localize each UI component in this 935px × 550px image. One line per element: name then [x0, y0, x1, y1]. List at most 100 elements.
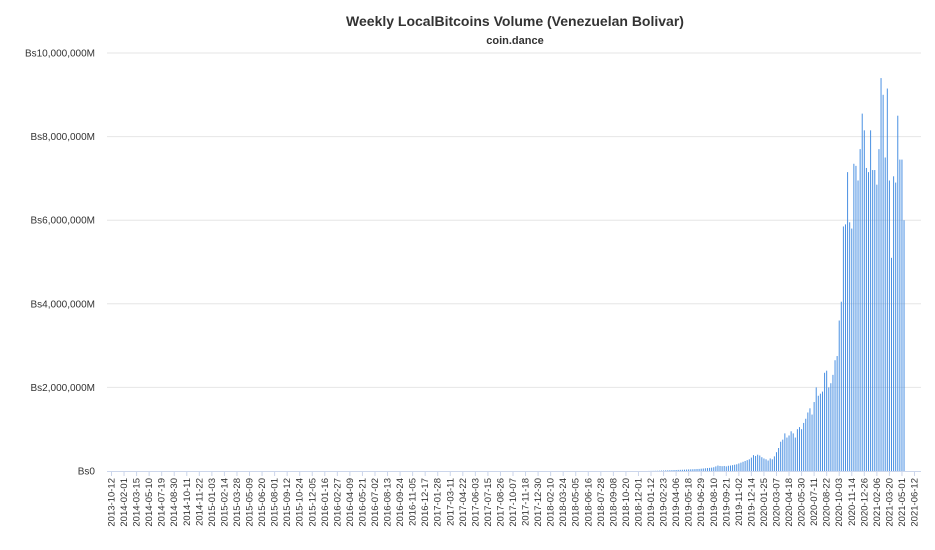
bar	[815, 387, 817, 471]
bar	[729, 465, 731, 471]
bar	[692, 469, 694, 471]
x-tick-label: 2016-04-09	[345, 478, 356, 527]
x-tick-label: 2017-03-11	[445, 478, 456, 526]
bar	[732, 465, 734, 471]
bar	[763, 458, 765, 471]
x-tick-label: 2014-02-01	[119, 478, 130, 527]
bar	[738, 463, 740, 471]
x-tick-label: 2016-08-13	[383, 478, 394, 527]
bar	[717, 465, 719, 471]
bar	[771, 459, 773, 471]
x-tick-label: 2018-07-28	[596, 478, 607, 527]
x-tick-label: 2015-06-20	[257, 478, 268, 527]
x-tick-label: 2015-08-01	[270, 478, 281, 527]
x-tick-label: 2014-05-10	[144, 478, 155, 527]
x-tick-label: 2016-05-21	[357, 478, 368, 527]
x-tick-label: 2019-12-14	[746, 478, 757, 527]
bar	[807, 412, 809, 471]
x-axis-ticks: 2013-10-12 2014-02-01 2014-03-15 2014-05-10…	[107, 471, 921, 527]
bar	[893, 176, 895, 471]
chart-subtitle: coin.dance	[486, 35, 543, 47]
x-tick-label: 2015-01-03	[207, 478, 218, 527]
bar	[886, 88, 888, 471]
bar	[891, 257, 892, 471]
bar	[688, 469, 690, 471]
bar	[805, 418, 807, 471]
bar	[861, 113, 863, 472]
bar	[826, 370, 828, 471]
x-tick-label: 2019-08-10	[709, 478, 720, 527]
bar	[801, 429, 803, 471]
bar	[683, 469, 685, 471]
bar	[742, 461, 744, 471]
x-tick-label: 2017-04-22	[458, 478, 469, 527]
x-tick-label: 2015-02-14	[219, 478, 230, 527]
x-tick-label: 2018-03-24	[558, 478, 569, 527]
bar	[677, 469, 679, 471]
x-tick-label: 2014-10-11	[182, 478, 193, 526]
bar	[709, 467, 711, 471]
x-tick-label: 2020-10-03	[834, 478, 845, 527]
bar	[775, 452, 777, 471]
x-tick-label: 2014-03-15	[132, 478, 143, 527]
x-tick-label: 2018-05-05	[571, 478, 582, 527]
bar	[901, 159, 903, 471]
bar	[811, 414, 813, 471]
x-tick-label: 2019-01-12	[646, 478, 657, 527]
bar	[824, 372, 826, 471]
bar	[844, 224, 846, 471]
x-tick-label: 2019-06-29	[696, 478, 707, 527]
x-tick-label: 2015-03-28	[232, 478, 243, 527]
bar	[830, 383, 832, 471]
y-tick-label: Bs10,000,000M	[25, 49, 95, 60]
bar	[870, 130, 872, 471]
bar	[899, 159, 901, 471]
bar	[686, 469, 688, 471]
x-tick-label: 2018-02-10	[546, 478, 557, 527]
x-tick-label: 2015-12-05	[307, 478, 318, 527]
x-tick-label: 2018-06-16	[583, 478, 594, 527]
bar	[675, 470, 677, 471]
bar	[721, 466, 723, 471]
bar	[882, 94, 884, 472]
bar	[673, 470, 675, 471]
x-tick-label: 2017-06-03	[470, 478, 481, 527]
bar	[778, 448, 780, 471]
bar	[888, 180, 890, 472]
bar	[884, 157, 886, 471]
y-tick-label: Bs0	[78, 467, 96, 478]
bar	[715, 466, 717, 471]
x-tick-label: 2020-04-18	[784, 478, 795, 527]
x-tick-label: 2020-05-30	[797, 478, 808, 527]
x-tick-label: 2017-07-15	[483, 478, 494, 527]
x-tick-label: 2019-02-23	[659, 478, 670, 527]
bar	[761, 457, 763, 471]
bar	[790, 431, 792, 471]
y-tick-label: Bs6,000,000M	[31, 216, 96, 227]
x-tick-label: 2015-05-09	[245, 478, 256, 527]
bar	[828, 387, 830, 471]
x-tick-label: 2016-12-17	[420, 478, 431, 527]
bar	[757, 454, 759, 471]
x-tick-label: 2019-05-18	[684, 478, 695, 527]
bar	[878, 149, 880, 471]
bar	[798, 427, 800, 471]
bar	[667, 470, 669, 471]
bar	[704, 468, 706, 471]
bar	[849, 222, 851, 471]
bar	[803, 422, 805, 471]
x-tick-label: 2017-08-26	[495, 478, 506, 527]
x-tick-label: 2020-12-26	[859, 478, 870, 527]
bar	[842, 226, 844, 471]
bar	[665, 470, 667, 472]
bar	[744, 460, 746, 471]
bar	[767, 460, 769, 471]
x-tick-label: 2015-10-24	[295, 478, 306, 527]
x-tick-label: 2016-02-27	[332, 478, 343, 527]
x-tick-label: 2017-11-18	[521, 478, 532, 526]
bar	[851, 228, 853, 471]
x-tick-label: 2021-06-12	[910, 478, 921, 527]
bar	[671, 470, 673, 471]
bar	[773, 456, 775, 471]
bar	[813, 402, 815, 471]
